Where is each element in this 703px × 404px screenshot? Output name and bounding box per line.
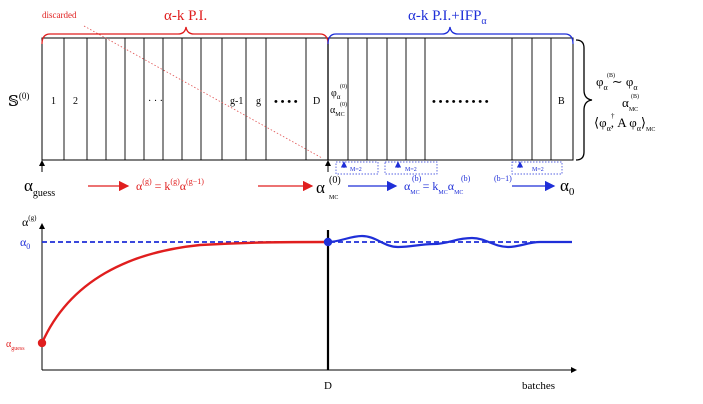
m-group-box: [384, 161, 438, 175]
m-group-label: M=2: [350, 167, 362, 173]
phase1-cells: [63, 38, 307, 160]
source-label: 𝕊(0): [8, 91, 29, 110]
batch-strip-frame: [41, 37, 574, 161]
discarded-dotted-line: [83, 25, 323, 159]
alpha-guess-point: [37, 338, 47, 348]
rhs-line2-sup: (B): [631, 93, 639, 100]
batch-label-1: 1: [51, 96, 56, 107]
plot-x-label: batches: [522, 380, 555, 392]
rhs-line2: αMC: [622, 95, 638, 113]
phase2-title: α-k P.I.+IFPα: [408, 8, 487, 27]
right-dots: • • • • • • • • •: [432, 96, 489, 108]
rhs-line1-sup: (B): [607, 72, 615, 79]
m-groups: M=2 M=2 M=2: [335, 161, 563, 175]
phase2-brace: [327, 26, 574, 45]
flow-alpha0: α0: [560, 176, 575, 198]
flow-alpha-mc0-sup: (0): [329, 175, 341, 186]
batch-label-g-1: g-1: [230, 96, 243, 107]
m-group-box: [511, 161, 563, 175]
flow-blue-formula: αMC = kMCαMC: [404, 179, 463, 196]
plot-x-tick-D: D: [324, 380, 332, 392]
rhs-line1: φα ∼ φα: [596, 74, 638, 92]
m-group-box: [335, 161, 379, 175]
plot-y-label: α(g): [22, 214, 37, 229]
m-group-label: M=2: [405, 167, 417, 173]
flow-alpha-guess: αguess: [24, 176, 55, 199]
alpha-mc0-point: [323, 237, 333, 247]
flow-blue-sup-a2: (b−1): [494, 174, 512, 183]
batch-strip: [41, 25, 574, 161]
batch-label-B: B: [558, 96, 565, 107]
flow-red-formula: α(g) = k(g)α(g−1): [136, 177, 204, 193]
red-convergence-curve: [40, 240, 329, 344]
batch-label-2: 2: [73, 96, 78, 107]
flow-blue-sup-k: (b): [461, 174, 471, 183]
discarded-label: discarded: [42, 10, 77, 20]
phase1-title: α-k P.I.: [164, 8, 207, 24]
batch-label-g: g: [256, 96, 261, 107]
rhs-line3-sup: †: [611, 112, 615, 120]
batch-label-D: D: [313, 96, 320, 107]
plot-alpha-guess-label: αguess: [6, 339, 25, 352]
right-brace: [575, 39, 593, 161]
convergence-plot: α(g) α0 αguess D batches: [6, 214, 577, 392]
blue-mc-curve: [327, 234, 572, 249]
batch-label-dots: • • • •: [274, 96, 298, 108]
mc-phi-label: φα: [331, 88, 341, 101]
flow-blue-sup-a: (b): [412, 174, 422, 183]
rhs-line3: ⟨φα, A φα⟩MC: [594, 115, 655, 133]
flow-alpha-mc0: α: [316, 178, 325, 197]
plot-alpha0-label: α0: [20, 235, 30, 251]
phase2-cells: [347, 38, 552, 160]
flow-alpha-mc0-sub: MC: [329, 195, 338, 201]
m-group-label: M=2: [532, 167, 544, 173]
flow-row: αguess α(g) = k(g)α(g−1) α (0) MC αMC = …: [24, 174, 575, 201]
mc-alpha-sup: (0): [340, 101, 347, 108]
mc-phi-sup: (0): [340, 83, 347, 90]
mc-alpha-label: αMC: [330, 105, 345, 118]
phase1-brace: [41, 26, 329, 45]
batch-label-ellipsis: · · ·: [148, 96, 163, 107]
